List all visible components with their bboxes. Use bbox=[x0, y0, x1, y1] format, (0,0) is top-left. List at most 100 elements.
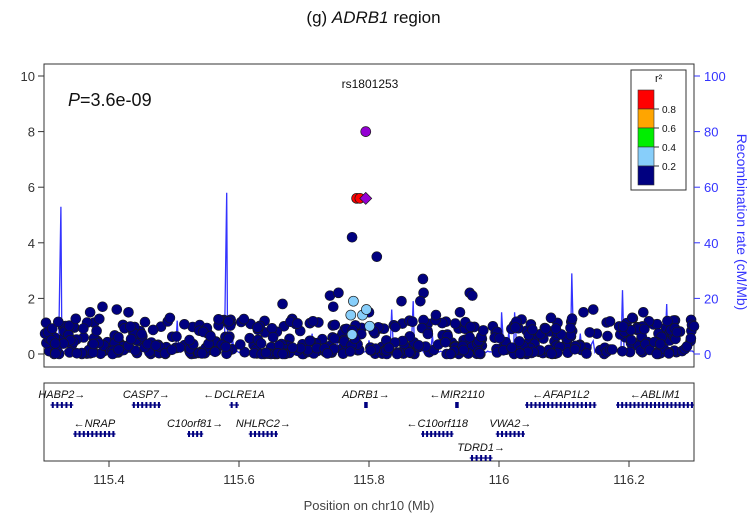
legend-label: 0.4 bbox=[662, 143, 676, 154]
gene-exon bbox=[74, 431, 77, 437]
gene-exon bbox=[266, 431, 269, 437]
gene-exon bbox=[530, 402, 533, 408]
snp-point bbox=[449, 318, 461, 329]
gene-label: NHLRC2→ bbox=[236, 418, 291, 430]
snp-point bbox=[84, 306, 96, 318]
gene-label: CASP7→ bbox=[123, 389, 170, 401]
gene-exon bbox=[270, 431, 273, 437]
snp-point bbox=[514, 348, 526, 359]
snp-point bbox=[88, 338, 99, 350]
gene-exon bbox=[274, 431, 277, 437]
snp-point bbox=[688, 320, 700, 332]
snp-point bbox=[569, 343, 581, 355]
gene-label: C10orf81→ bbox=[167, 418, 223, 430]
genes-layer: HABP2→ CASP7→ ←DCLRE1A ADRB1→ ←MIR2110 ←AFAP1… bbox=[38, 389, 694, 461]
gene-exon bbox=[513, 431, 516, 437]
snp-point bbox=[252, 322, 263, 333]
snp-point bbox=[625, 334, 637, 346]
gene-exon bbox=[637, 402, 640, 408]
title-suffix: region bbox=[388, 8, 441, 27]
gene-exon bbox=[649, 402, 652, 408]
snp-point-high-r2 bbox=[345, 309, 357, 321]
snp-point bbox=[671, 326, 683, 338]
gene-exon bbox=[200, 431, 203, 437]
snp-point bbox=[277, 348, 289, 360]
gene-exon bbox=[633, 402, 636, 408]
x-axis: 115.4 115.6 115.8 116 116.2 bbox=[93, 461, 645, 487]
legend-swatch bbox=[637, 127, 655, 148]
gene-exon bbox=[517, 431, 520, 437]
snp-point bbox=[139, 316, 151, 328]
gene-exon bbox=[149, 402, 152, 408]
snp-point bbox=[344, 346, 356, 357]
snp-point bbox=[365, 344, 376, 356]
snp-point bbox=[184, 334, 195, 346]
gene-label: ADRB1→ bbox=[341, 389, 390, 401]
snp-point bbox=[179, 318, 190, 330]
snp-point bbox=[111, 304, 123, 315]
snp-point bbox=[327, 301, 339, 313]
snp-point bbox=[440, 336, 451, 348]
gene-exon bbox=[471, 455, 474, 461]
gene-label: ←DCLRE1A bbox=[203, 389, 265, 401]
snp-point bbox=[136, 328, 147, 340]
gene-exon bbox=[538, 402, 541, 408]
gene-exon bbox=[621, 402, 624, 408]
legend-swatch bbox=[637, 108, 655, 129]
gene-exon bbox=[82, 431, 85, 437]
snp-point bbox=[639, 323, 650, 335]
legend-label: 0.2 bbox=[662, 162, 676, 173]
gene-exon bbox=[254, 431, 257, 437]
gene-exon bbox=[108, 431, 111, 437]
gene-exon bbox=[91, 431, 94, 437]
snp-point bbox=[540, 323, 551, 334]
x-tick-label: 115.6 bbox=[223, 472, 255, 487]
x-tick-label: 115.8 bbox=[353, 472, 385, 487]
snp-point bbox=[223, 315, 234, 327]
snp-point bbox=[91, 325, 102, 337]
gene-exon bbox=[645, 402, 648, 408]
snp-point bbox=[287, 342, 298, 354]
gene-exon bbox=[258, 431, 261, 437]
gene-label: ←ABLIM1 bbox=[630, 389, 680, 401]
gene-label: TDRD1→ bbox=[457, 442, 505, 454]
snp-point bbox=[474, 347, 486, 359]
snp-point bbox=[407, 316, 418, 328]
gene-exon bbox=[450, 431, 453, 437]
snp-point bbox=[637, 306, 649, 318]
legend-label: 0.6 bbox=[662, 124, 676, 135]
snp-point bbox=[445, 348, 456, 360]
x-axis-label: Position on chr10 (Mb) bbox=[304, 498, 435, 513]
snp-point bbox=[277, 298, 288, 310]
legend-title: r² bbox=[655, 73, 663, 85]
gene-exon bbox=[674, 402, 677, 408]
y2-tick-label: 20 bbox=[704, 291, 718, 306]
snp-point bbox=[333, 287, 344, 299]
gene-exon bbox=[78, 431, 81, 437]
gene-exon bbox=[496, 431, 499, 437]
snp-point bbox=[50, 348, 61, 359]
gene-exon bbox=[625, 402, 628, 408]
gene-exon bbox=[534, 402, 537, 408]
snp-point bbox=[510, 322, 521, 333]
snp-point bbox=[70, 313, 82, 325]
snp-point-high-r2 bbox=[348, 295, 359, 307]
snp-point bbox=[389, 321, 401, 333]
gene-exon bbox=[505, 431, 508, 437]
snp-point bbox=[477, 325, 489, 336]
snp-point bbox=[404, 347, 415, 358]
snp-point bbox=[292, 318, 303, 329]
gene-exon bbox=[489, 455, 492, 461]
snp-point bbox=[97, 301, 108, 313]
snp-point bbox=[662, 315, 673, 327]
snp-point bbox=[602, 330, 613, 342]
gene-exon bbox=[153, 402, 156, 408]
snp-point bbox=[260, 347, 272, 359]
gene-exon bbox=[576, 402, 579, 408]
pvalue-p: P bbox=[68, 90, 80, 110]
gene-exon bbox=[475, 455, 478, 461]
gene-exon bbox=[584, 402, 587, 408]
gene-exon bbox=[641, 402, 644, 408]
gene-exon bbox=[456, 402, 459, 408]
